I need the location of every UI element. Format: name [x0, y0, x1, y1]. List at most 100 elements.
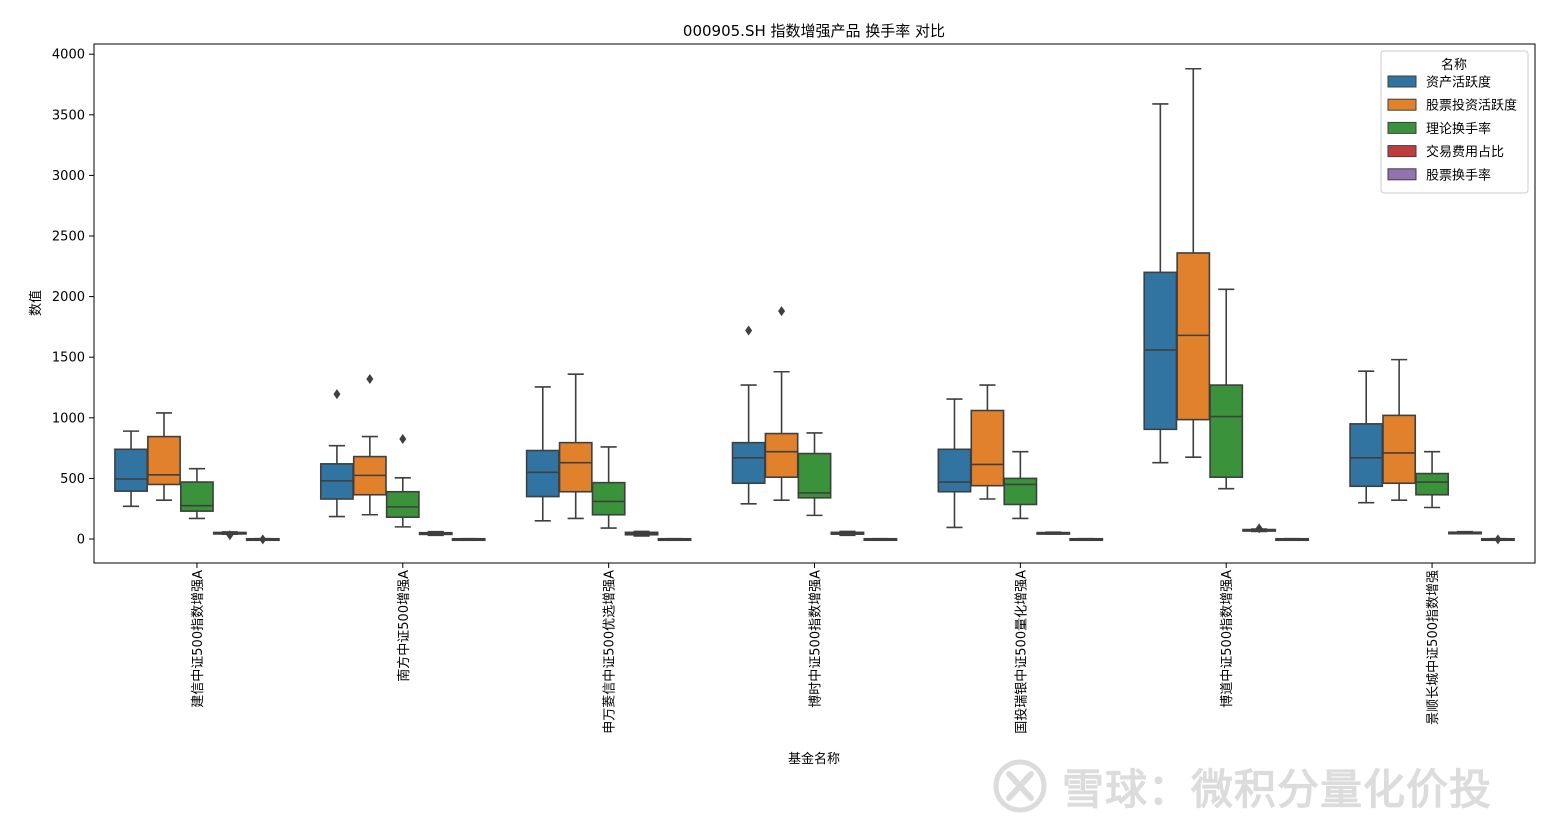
- box-group: [830, 530, 865, 537]
- x-axis-label: 基金名称: [788, 751, 840, 767]
- box-group: [1176, 67, 1211, 458]
- box-iqr: [558, 441, 593, 493]
- y-tick-label: 2500: [52, 230, 85, 245]
- box-group: [657, 537, 692, 542]
- box-group: [319, 389, 354, 518]
- box-iqr: [731, 441, 766, 485]
- box-iqr: [1382, 414, 1417, 485]
- box-group: [1143, 103, 1178, 464]
- box-group: [418, 530, 453, 537]
- outlier-marker: [778, 306, 786, 317]
- outlier-marker: [333, 389, 341, 400]
- outlier-marker: [366, 374, 374, 385]
- y-tick-label: 2000: [52, 290, 85, 305]
- outlier-marker: [1494, 534, 1502, 545]
- y-tick-label: 3000: [52, 169, 85, 184]
- legend-label: 股票换手率: [1426, 167, 1491, 183]
- y-axis: 0 500 1000 1500 2000 2500 3000 3500 4000: [52, 48, 94, 548]
- box-group: [179, 467, 214, 520]
- box-group: [1481, 534, 1515, 545]
- box-group: [731, 325, 766, 505]
- outlier-marker: [1255, 523, 1263, 534]
- box-group: [863, 537, 898, 542]
- x-tick-label: 南方中证500增强A: [396, 570, 412, 682]
- x-tick-label: 建信中证500指数增强A: [191, 570, 206, 708]
- legend-swatch: [1387, 121, 1417, 134]
- legend-label: 资产活跃度: [1426, 75, 1491, 91]
- box-group: [764, 306, 799, 502]
- x-tick-label: 景顺长城中证500指数增强: [1426, 570, 1441, 725]
- outlier-marker: [259, 534, 267, 545]
- box-group: [1036, 531, 1071, 535]
- box-iqr: [385, 490, 420, 518]
- box-group: [797, 432, 832, 517]
- box-group: [212, 530, 247, 541]
- box-iqr: [1349, 423, 1384, 488]
- legend-label: 交易费用占比: [1426, 144, 1504, 160]
- outlier-marker: [226, 530, 234, 541]
- x-tick-label: 博道中证500指数增强A: [1220, 570, 1235, 708]
- x-tick-label: 国投瑞银中证500量化增强A: [1013, 570, 1029, 734]
- y-tick-label: 0: [77, 533, 85, 548]
- legend-swatch: [1387, 98, 1417, 111]
- y-tick-label: 4000: [52, 48, 85, 63]
- box-iqr: [147, 435, 181, 486]
- box-iqr: [591, 481, 626, 516]
- watermark-text: 雪球：微积分量化价投: [1062, 764, 1493, 814]
- box-iqr: [797, 452, 832, 499]
- box-group: [558, 373, 593, 520]
- x-tick-label: 申万菱信中证500优选增强A: [603, 570, 618, 734]
- box-iqr: [179, 481, 214, 512]
- box-group: [1242, 523, 1277, 534]
- box-group: [114, 430, 148, 508]
- y-tick-label: 1000: [52, 411, 85, 426]
- y-tick-label: 500: [60, 472, 85, 487]
- legend-frame: [1380, 50, 1529, 194]
- box-group: [1415, 450, 1450, 509]
- box-group: [245, 534, 280, 545]
- box-group: [1275, 537, 1310, 542]
- box-group: [1448, 530, 1482, 535]
- legend-swatch: [1387, 75, 1417, 88]
- box-group: [591, 446, 626, 529]
- y-tick-label: 3500: [52, 108, 85, 123]
- outlier-marker: [399, 434, 407, 445]
- box-iqr: [1209, 384, 1244, 478]
- outlier-marker: [745, 325, 753, 336]
- box-group: [525, 386, 560, 522]
- chart-title: 000905.SH 指数增强产品 换手率 对比: [683, 22, 945, 40]
- box-group: [385, 434, 420, 528]
- boxes-layer: [114, 67, 1515, 545]
- box-group: [451, 537, 486, 542]
- snowball-logo-icon: [993, 759, 1047, 813]
- box-iqr: [114, 448, 148, 492]
- box-iqr: [525, 449, 560, 498]
- legend-label: 股票投资活跃度: [1426, 98, 1517, 114]
- box-group: [1209, 288, 1244, 490]
- box-iqr: [970, 409, 1005, 487]
- box-group: [937, 398, 972, 529]
- y-axis-label: 数值: [28, 290, 44, 316]
- box-group: [1003, 450, 1038, 520]
- box-iqr: [764, 432, 799, 478]
- legend-title: 名称: [1441, 57, 1467, 73]
- box-group: [1349, 370, 1384, 504]
- box-group: [352, 374, 387, 516]
- box-iqr: [1143, 271, 1178, 431]
- box-group: [970, 384, 1005, 500]
- legend-label: 理论换手率: [1426, 121, 1491, 137]
- legend-swatch: [1387, 145, 1417, 158]
- box-iqr: [1003, 477, 1038, 506]
- box-group: [147, 412, 181, 502]
- x-tick-label: 博时中证500指数增强A: [809, 570, 824, 708]
- box-iqr: [1415, 472, 1450, 496]
- x-axis: 建信中证500指数增强A 南方中证500增强A 申万菱信中证500优选增强A 博时中证…: [191, 563, 1441, 734]
- box-iqr: [937, 448, 972, 493]
- box-iqr: [1176, 252, 1211, 421]
- legend-swatch: [1387, 168, 1417, 181]
- box-group: [624, 530, 659, 537]
- box-group: [1382, 358, 1417, 502]
- y-tick-label: 1500: [52, 351, 85, 366]
